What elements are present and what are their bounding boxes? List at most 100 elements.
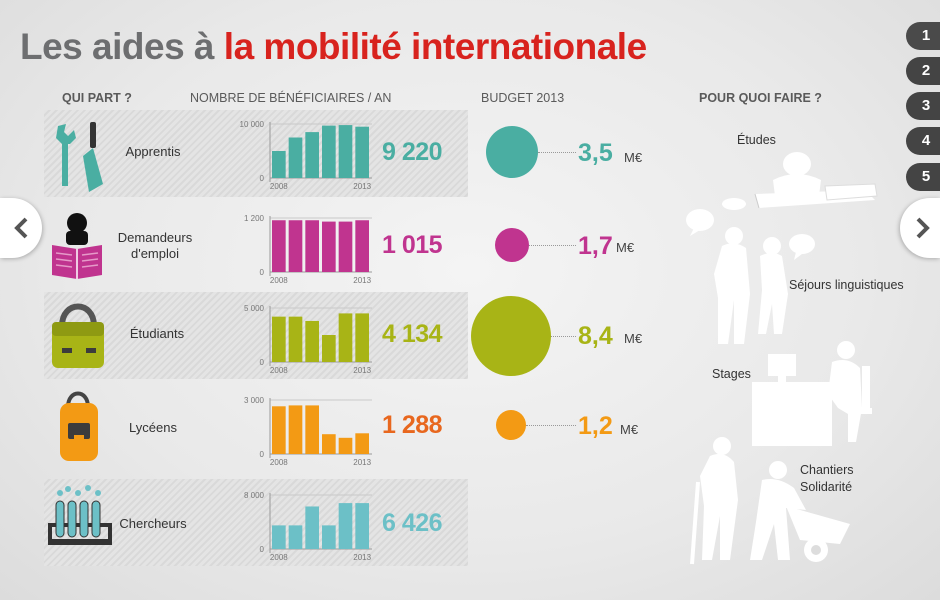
chevron-right-icon — [916, 217, 930, 239]
y-tick-label: 0 — [260, 268, 265, 277]
budget-leader-demandeurs — [529, 245, 576, 246]
chevron-left-icon — [14, 217, 28, 239]
budget-etudiants: 8,4 — [578, 322, 613, 350]
y-tick-label: 3 000 — [244, 396, 265, 405]
bar-2013 — [355, 503, 369, 549]
header-who: QUI PART ? — [62, 91, 132, 105]
header-budget: BUDGET 2013 — [481, 91, 565, 105]
budget-leader-lyceens — [526, 425, 576, 426]
purpose-sejours: Séjours linguistiques — [789, 278, 904, 292]
x-tick-label: 2008 — [270, 553, 288, 562]
budget-circle-lyceens — [496, 410, 526, 440]
bar-chart-etudiants: 5 000 0 2008 2013 — [226, 298, 382, 375]
budget-circle-etudiants — [471, 296, 551, 376]
row-label-demandeurs: Demandeurs d'emploi — [117, 230, 193, 261]
bar-2009 — [288, 220, 303, 272]
bar-2008 — [272, 316, 286, 362]
budget-demandeurs: 1,7 — [578, 232, 613, 260]
bar-chart-svg: 1 200 0 2008 2013 — [244, 214, 372, 285]
page-button-3[interactable]: 3 — [906, 92, 940, 120]
bar-2009 — [288, 316, 303, 362]
y-tick-label: 0 — [260, 174, 265, 183]
x-tick-label: 2013 — [353, 182, 371, 191]
bar-2011 — [322, 335, 336, 362]
bar-2008 — [272, 406, 286, 454]
total-etudiants: 4 134 — [382, 320, 443, 348]
bar-chart-lyceens: 3 000 0 2008 2013 — [226, 390, 382, 467]
bar-2009 — [288, 405, 303, 454]
page-button-5[interactable]: 5 — [906, 163, 940, 191]
x-tick-label: 2008 — [270, 182, 288, 191]
page-button-4[interactable]: 4 — [906, 127, 940, 155]
bar-2013 — [355, 126, 369, 178]
bar-2008 — [272, 525, 286, 549]
bar-chart-chercheurs: 8 000 0 2008 2013 — [226, 485, 382, 562]
purpose-stages: Stages — [712, 367, 751, 381]
total-apprentis: 9 220 — [382, 138, 443, 166]
tools-icon — [44, 110, 114, 197]
y-tick-label: 1 200 — [244, 214, 265, 223]
budget-leader-apprentis — [538, 152, 576, 153]
bar-2011 — [322, 221, 336, 272]
budget-lyceens: 1,2 — [578, 412, 613, 440]
bar-2009 — [288, 137, 303, 178]
budget-unit-apprentis: M€ — [624, 150, 643, 165]
y-tick-label: 0 — [260, 358, 265, 367]
bar-2008 — [272, 220, 286, 272]
y-tick-label: 8 000 — [244, 491, 265, 500]
row-demandeurs: Demandeurs d'emploi 1 200 0 2008 2013 1 015 — [44, 201, 468, 288]
bar-chart-demandeurs: 1 200 0 2008 2013 — [226, 208, 382, 285]
bar-2011 — [322, 125, 336, 178]
budget-circle-apprentis — [486, 126, 538, 178]
budget-unit-demandeurs: M€ — [616, 240, 635, 255]
bar-2013 — [355, 313, 369, 362]
row-etudiants: Étudiants 5 000 0 2008 2013 4 134 — [44, 292, 468, 379]
row-apprentis: Apprentis 10 000 0 2008 2013 9 220 — [44, 110, 468, 197]
x-tick-label: 2013 — [353, 553, 371, 562]
y-tick-label: 10 000 — [240, 120, 265, 129]
bar-2012 — [338, 313, 353, 362]
page-button-1[interactable]: 1 — [906, 22, 940, 50]
bar-chart-svg: 3 000 0 2008 2013 — [244, 396, 372, 467]
budget-apprentis: 3,5 — [578, 139, 613, 167]
bar-2012 — [338, 221, 353, 272]
row-label-chercheurs: Chercheurs — [119, 516, 187, 531]
y-tick-label: 0 — [260, 450, 265, 459]
purpose-chantiers: Chantiers Solidarité — [800, 463, 854, 494]
total-chercheurs: 6 426 — [382, 509, 443, 537]
bar-2010 — [305, 320, 319, 362]
bar-2012 — [338, 125, 353, 178]
bar-2010 — [305, 405, 319, 454]
title-part-red: la mobilité internationale — [223, 26, 647, 67]
bar-2010 — [305, 132, 319, 178]
budget-unit-etudiants: M€ — [624, 331, 643, 346]
bar-2008 — [272, 151, 286, 178]
bar-2011 — [322, 434, 336, 454]
volunteer-work-illustration — [690, 437, 850, 565]
next-arrow-button[interactable] — [900, 198, 940, 258]
bar-2010 — [305, 506, 319, 549]
previous-arrow-button[interactable] — [0, 198, 42, 258]
x-tick-label: 2008 — [270, 458, 288, 467]
x-tick-label: 2008 — [270, 366, 288, 375]
header-purpose: POUR QUOI FAIRE ? — [699, 91, 822, 105]
bar-2013 — [355, 433, 369, 454]
study-desk-illustration — [754, 152, 878, 209]
y-tick-label: 5 000 — [244, 304, 265, 313]
conversation-illustration — [686, 198, 815, 344]
bar-2009 — [288, 525, 303, 549]
satchel-icon — [44, 292, 114, 379]
row-label-etudiants: Étudiants — [129, 326, 185, 341]
budget-circle-demandeurs — [495, 228, 529, 262]
x-tick-label: 2008 — [270, 276, 288, 285]
total-lyceens: 1 288 — [382, 411, 443, 439]
test-tubes-icon — [44, 479, 114, 566]
bar-2013 — [355, 220, 369, 272]
bar-2010 — [305, 220, 319, 272]
x-tick-label: 2013 — [353, 276, 371, 285]
page-button-2[interactable]: 2 — [906, 57, 940, 85]
office-work-illustration — [752, 341, 872, 446]
x-tick-label: 2013 — [353, 458, 371, 467]
total-demandeurs: 1 015 — [382, 231, 443, 259]
budget-unit-lyceens: M€ — [620, 422, 639, 437]
